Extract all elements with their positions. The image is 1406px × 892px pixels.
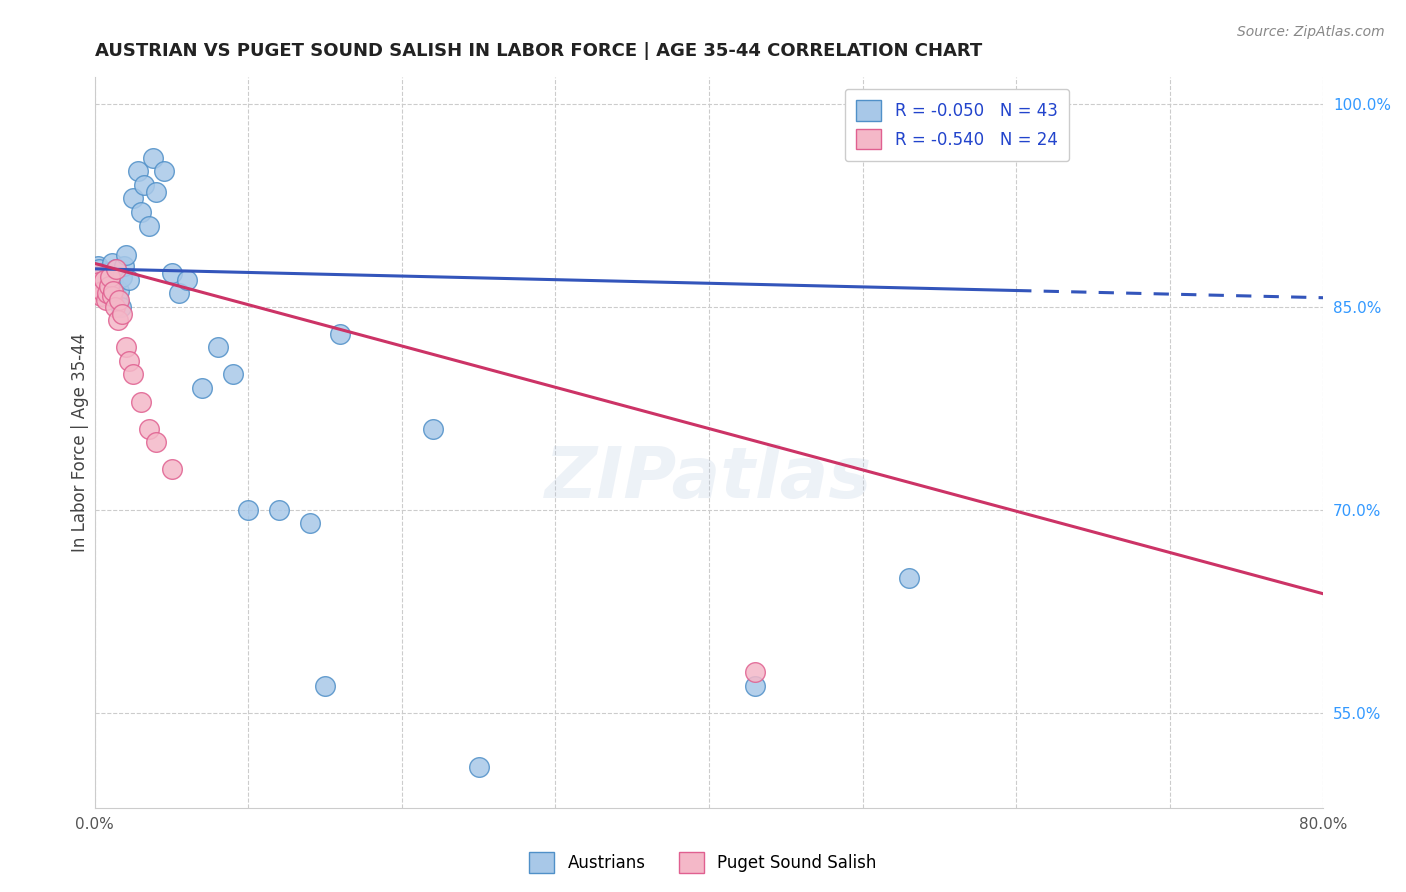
- Point: [145, 185, 167, 199]
- Point: [744, 665, 766, 680]
- Point: [160, 462, 183, 476]
- Point: [122, 191, 145, 205]
- Point: [93, 266, 115, 280]
- Point: [100, 289, 122, 303]
- Point: [897, 570, 920, 584]
- Point: [87, 266, 110, 280]
- Point: [191, 381, 214, 395]
- Point: [111, 306, 134, 320]
- Point: [114, 340, 136, 354]
- Point: [97, 279, 120, 293]
- Point: [90, 289, 112, 303]
- Point: [90, 269, 112, 284]
- Point: [91, 284, 114, 298]
- Point: [97, 289, 120, 303]
- Legend: Austrians, Puget Sound Salish: Austrians, Puget Sound Salish: [523, 846, 883, 880]
- Point: [138, 421, 160, 435]
- Point: [744, 679, 766, 693]
- Point: [129, 205, 152, 219]
- Text: ZIPatlas: ZIPatlas: [546, 444, 873, 513]
- Point: [267, 503, 290, 517]
- Point: [298, 516, 321, 531]
- Point: [108, 284, 131, 298]
- Point: [167, 286, 190, 301]
- Point: [91, 273, 114, 287]
- Point: [107, 313, 129, 327]
- Text: AUSTRIAN VS PUGET SOUND SALISH IN LABOR FORCE | AGE 35-44 CORRELATION CHART: AUSTRIAN VS PUGET SOUND SALISH IN LABOR …: [94, 42, 981, 60]
- Point: [222, 368, 245, 382]
- Point: [98, 264, 121, 278]
- Point: [112, 259, 135, 273]
- Point: [114, 248, 136, 262]
- Point: [94, 293, 117, 307]
- Point: [132, 178, 155, 192]
- Point: [89, 276, 111, 290]
- Point: [108, 293, 131, 307]
- Point: [467, 760, 489, 774]
- Y-axis label: In Labor Force | Age 35-44: In Labor Force | Age 35-44: [72, 333, 89, 551]
- Point: [138, 219, 160, 233]
- Point: [422, 421, 444, 435]
- Point: [142, 151, 165, 165]
- Point: [127, 164, 149, 178]
- Point: [96, 279, 118, 293]
- Point: [176, 273, 198, 287]
- Point: [103, 276, 125, 290]
- Point: [104, 286, 127, 301]
- Point: [107, 293, 129, 307]
- Point: [87, 259, 110, 273]
- Text: Source: ZipAtlas.com: Source: ZipAtlas.com: [1237, 25, 1385, 39]
- Point: [314, 679, 336, 693]
- Point: [104, 300, 127, 314]
- Point: [111, 269, 134, 284]
- Legend: R = -0.050   N = 43, R = -0.540   N = 24: R = -0.050 N = 43, R = -0.540 N = 24: [845, 88, 1069, 161]
- Point: [94, 284, 117, 298]
- Point: [96, 286, 118, 301]
- Point: [329, 326, 352, 341]
- Point: [110, 300, 132, 314]
- Point: [93, 273, 115, 287]
- Point: [98, 269, 121, 284]
- Point: [207, 340, 229, 354]
- Point: [153, 164, 176, 178]
- Point: [129, 394, 152, 409]
- Point: [89, 261, 111, 276]
- Point: [105, 261, 128, 276]
- Point: [238, 503, 260, 517]
- Point: [160, 266, 183, 280]
- Point: [117, 273, 139, 287]
- Point: [105, 261, 128, 276]
- Point: [117, 354, 139, 368]
- Point: [103, 284, 125, 298]
- Point: [100, 256, 122, 270]
- Point: [145, 435, 167, 450]
- Point: [122, 368, 145, 382]
